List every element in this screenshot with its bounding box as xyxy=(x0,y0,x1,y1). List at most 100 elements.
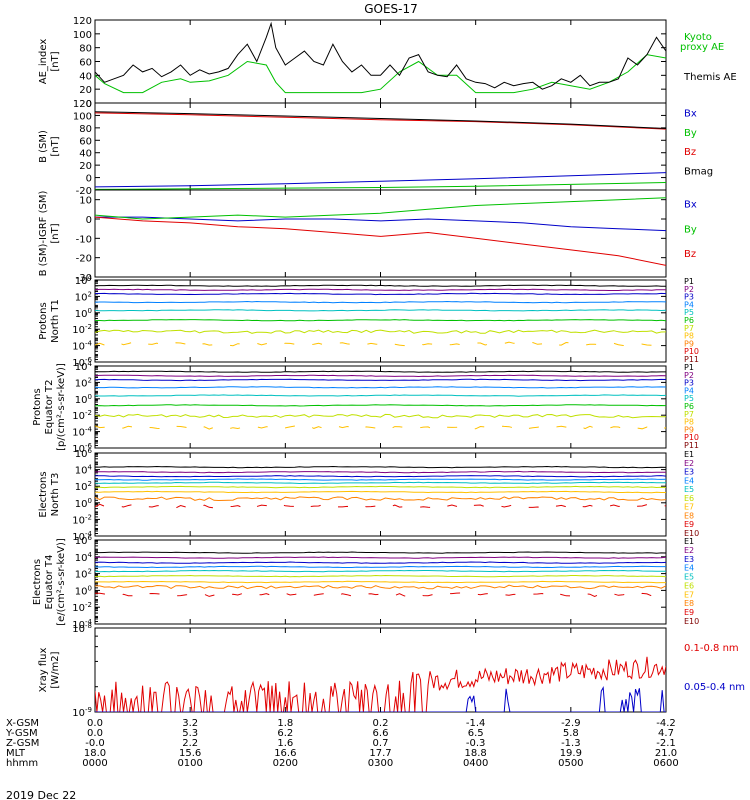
series-group xyxy=(95,111,666,190)
legend-entry: E5 xyxy=(684,485,694,494)
x-axis-row-label: hhmm xyxy=(6,758,38,769)
y-tick-label: 10-2 xyxy=(72,409,92,422)
y-tick-label: 60 xyxy=(79,136,92,147)
y-tick-label: 106 xyxy=(75,534,93,547)
series-line-bmag xyxy=(95,111,666,129)
series-line-bz xyxy=(95,112,666,130)
y-axis-label: North T3 xyxy=(50,473,61,517)
y-tick-label: 20 xyxy=(79,161,92,172)
series-line-p5 xyxy=(95,394,666,397)
legend-entry: E7 xyxy=(684,590,694,599)
x-axis-value: 21.0 xyxy=(655,748,677,759)
y-tick-label: 102 xyxy=(75,480,92,493)
legend-entry: P10 xyxy=(684,433,699,442)
legend-entry: P11 xyxy=(684,441,699,450)
series-group xyxy=(95,551,666,597)
series-line-e9 xyxy=(95,592,666,597)
y-tick-label: 0 xyxy=(86,215,92,226)
y-tick-label: 10-2 xyxy=(72,323,92,336)
y-axis-label: [nT] xyxy=(50,223,61,243)
y-tick-label: 102 xyxy=(75,568,92,581)
series-line-p1 xyxy=(95,284,666,287)
legend-entry: E1 xyxy=(684,537,694,546)
legend-entry: P8 xyxy=(684,418,694,427)
series-line-bz xyxy=(95,216,666,266)
y-axis-label: Protons xyxy=(32,388,43,425)
series-line-e9 xyxy=(95,503,666,509)
series-line-p6 xyxy=(95,319,666,322)
y-tick-label: 10-6 xyxy=(72,356,92,369)
series-line-p2 xyxy=(95,288,666,291)
y-tick-label: 10-9 xyxy=(72,706,92,719)
panel-frame xyxy=(94,279,667,363)
x-axis-value: 0.0 xyxy=(87,728,103,739)
legend-entry: E6 xyxy=(684,581,694,590)
series-line-p8 xyxy=(95,425,666,430)
y-axis-label: Xray flux xyxy=(38,648,49,693)
series-line-p6 xyxy=(95,404,666,407)
series-line-p2 xyxy=(95,374,666,378)
legend-entry: P2 xyxy=(684,371,694,380)
legend-entry: P1 xyxy=(684,363,694,372)
y-tick-label: 106 xyxy=(75,447,93,460)
series-line-xray-long xyxy=(95,656,666,712)
series-line-e8 xyxy=(95,496,666,502)
legend-entry: P6 xyxy=(684,316,694,325)
x-axis-value: -2.9 xyxy=(561,718,581,729)
y-tick-label: 104 xyxy=(75,551,93,564)
x-axis-value: 0200 xyxy=(273,758,298,769)
y-axis-label: B (SM) xyxy=(38,130,49,163)
x-axis-value: 0.7 xyxy=(373,738,389,749)
legend-entry: P8 xyxy=(684,332,694,341)
y-tick-label: 40 xyxy=(79,149,92,160)
panel-frame xyxy=(94,452,667,537)
y-tick-label: 120 xyxy=(73,99,92,110)
x-axis-value: 0300 xyxy=(368,758,393,769)
series-line-e4 xyxy=(95,478,666,481)
legend-entry: Bx xyxy=(684,109,697,120)
series-line-e5 xyxy=(95,569,666,573)
series-line-e3 xyxy=(95,475,666,478)
y-tick-label: 0 xyxy=(86,99,92,110)
x-axis-value: 6.6 xyxy=(373,728,389,739)
y-tick-label: 10-4 xyxy=(72,426,92,439)
legend-entry: By xyxy=(684,128,697,139)
x-axis-value: 18.8 xyxy=(465,748,487,759)
series-group xyxy=(95,197,666,266)
y-axis-label: [p/(cm²-s-sr-keV)] xyxy=(56,363,67,451)
y-axis-label: AE_index xyxy=(38,39,49,85)
series-line-e3 xyxy=(95,561,666,564)
y-tick-label: 102 xyxy=(75,290,92,303)
series-line-e7 xyxy=(95,490,666,494)
legend-entry: P3 xyxy=(684,379,694,388)
y-tick-label: 10-8 xyxy=(72,622,92,635)
series-line-e6 xyxy=(95,574,666,578)
y-axis-label: B (SM)-IGRF (SM) xyxy=(38,191,49,277)
x-axis-value: 2.2 xyxy=(182,738,198,749)
legend-entry: Themis AE xyxy=(683,72,737,83)
series-line-p3 xyxy=(95,292,666,296)
x-axis-row-label: MLT xyxy=(6,748,26,759)
y-axis-label: [nT] xyxy=(50,136,61,156)
legend-entry: E3 xyxy=(684,555,694,564)
y-tick-label: 80 xyxy=(79,44,92,55)
x-axis-value: -1.4 xyxy=(466,718,486,729)
x-axis-value: 3.2 xyxy=(182,718,198,729)
legend-entry: P7 xyxy=(684,324,694,333)
panel-frame xyxy=(94,365,667,449)
x-axis-value: -2.1 xyxy=(656,738,676,749)
y-tick-label: 10-2 xyxy=(72,601,92,614)
legend-entry: E9 xyxy=(684,520,694,529)
legend-entry: P11 xyxy=(684,355,699,364)
y-tick-label: 104 xyxy=(75,360,93,373)
series-line-p3 xyxy=(95,378,666,382)
series-line-e1 xyxy=(95,465,666,469)
y-tick-label: -20 xyxy=(76,254,92,265)
x-axis-value: 1.8 xyxy=(277,718,293,729)
legend-entry: Kyoto xyxy=(684,32,712,43)
